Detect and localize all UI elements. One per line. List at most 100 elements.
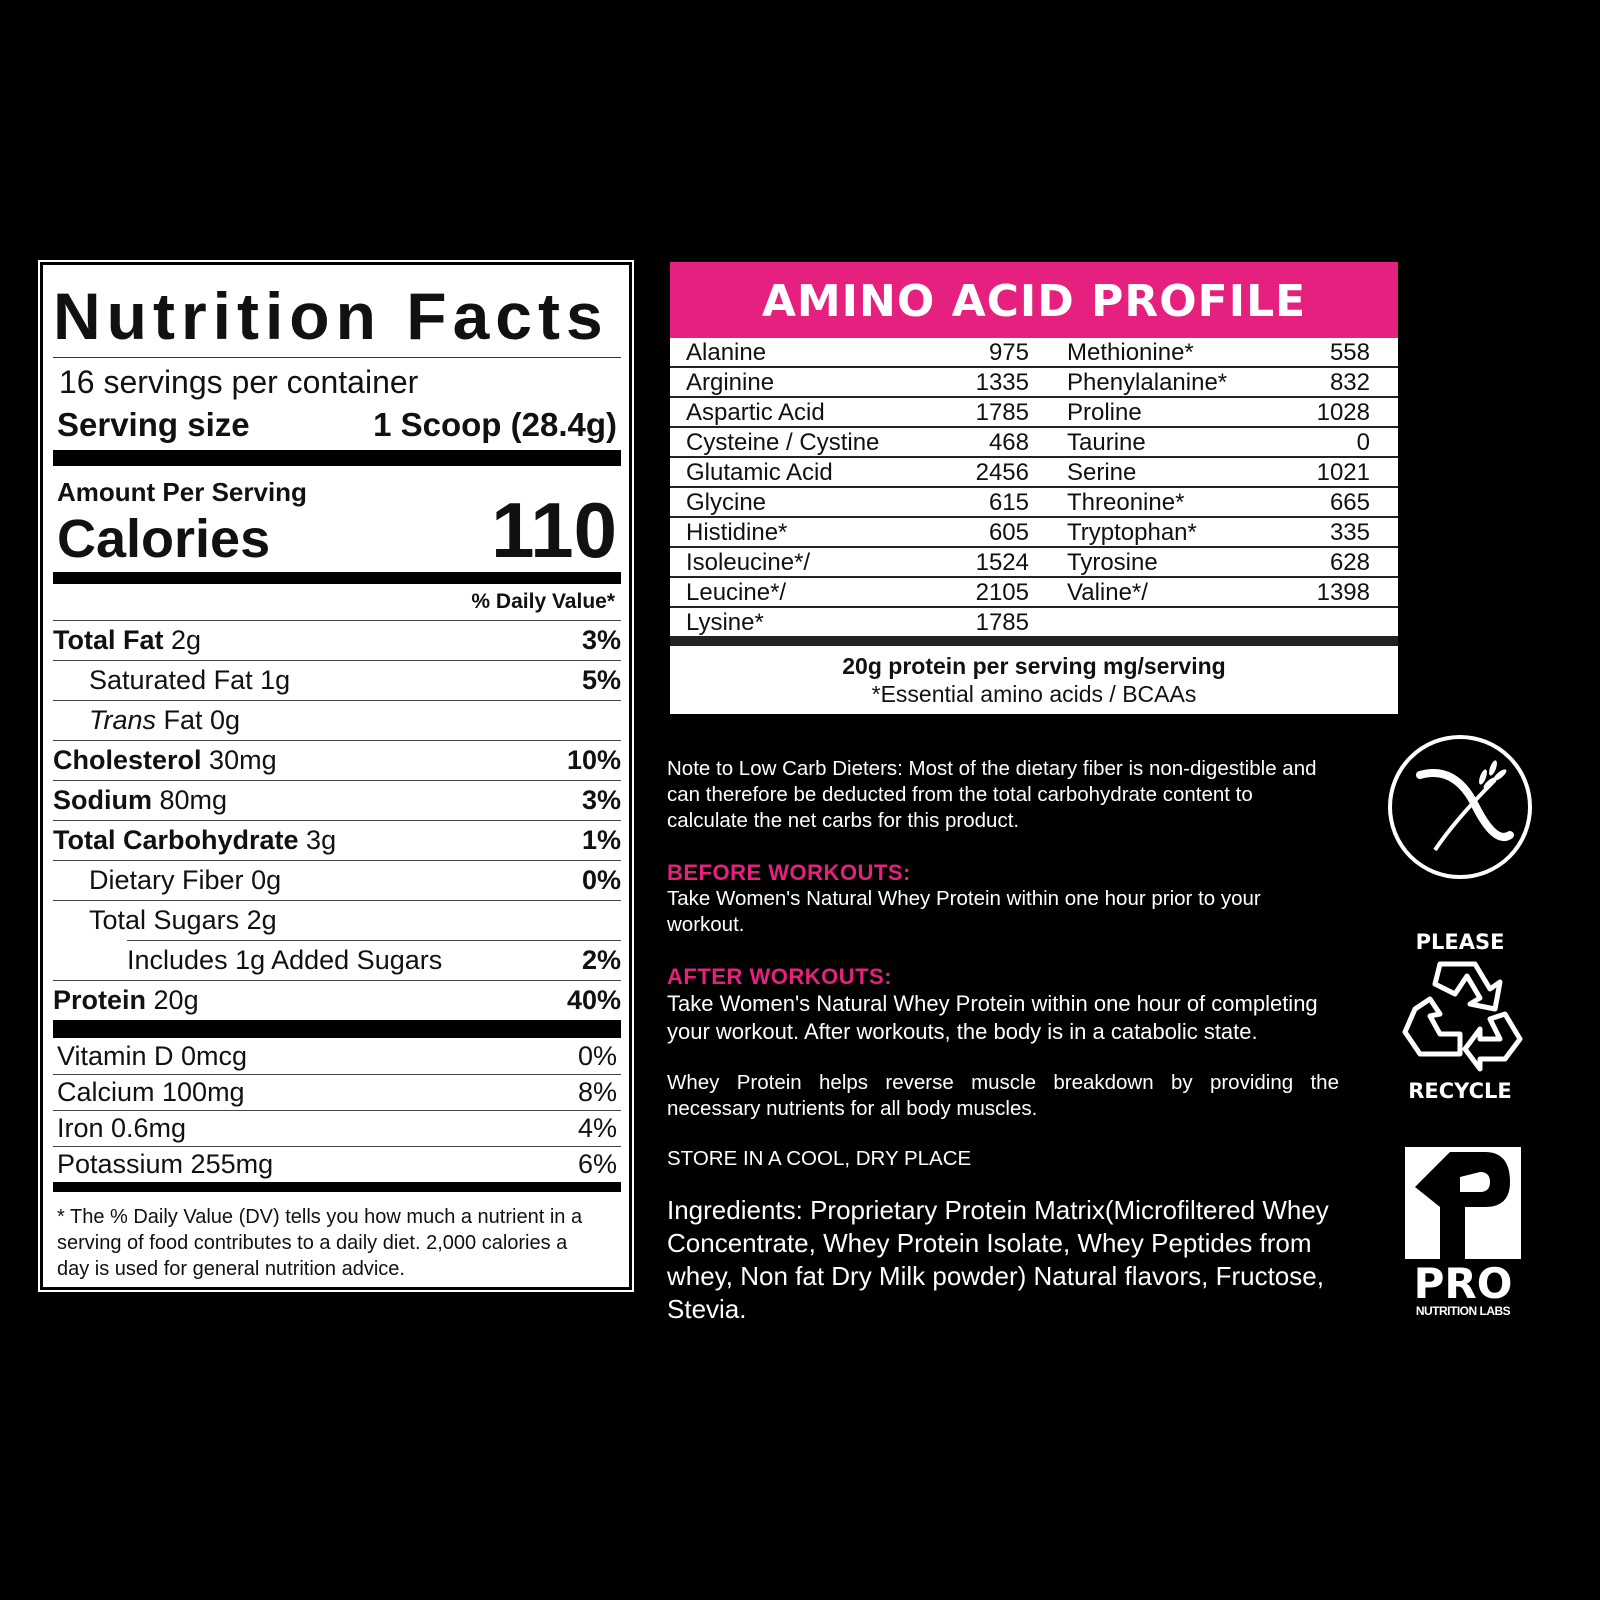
nutrient-amount: 2g [171, 625, 202, 655]
brand-name: PRO [1413, 1259, 1513, 1308]
amino-name [1035, 608, 1250, 636]
amino-value: 628 [1329, 549, 1370, 576]
amino-value: 605 [988, 519, 1029, 546]
nutrient-dv: 1% [581, 825, 621, 855]
calories-block: Amount Per Serving Calories 110 [53, 466, 621, 572]
nutrient-row: Cholesterol 30mg 10% [53, 740, 621, 780]
nutrient-amount: 2g [246, 905, 277, 935]
nutrient-name: Total Sugars [89, 905, 240, 935]
vitamin-label: Potassium 255mg [57, 1149, 274, 1179]
whey-note: Whey Protein helps reverse muscle breakd… [667, 1071, 1339, 1120]
nutrient-dv: 10% [566, 745, 621, 775]
amino-row: Glycine 615 Threonine* 665 [670, 488, 1398, 518]
nutrient-row: Protein 20g 40% [53, 980, 621, 1020]
nutrient-amount: 1g [260, 665, 291, 695]
vitamin-dv: 0% [577, 1040, 617, 1071]
amino-row: Glutamic Acid 2456 Serine 1021 [670, 458, 1398, 488]
recycle-icon [1402, 961, 1523, 1072]
before-workouts-title: BEFORE WORKOUTS: [667, 860, 911, 885]
nutrient-amount: 20g [153, 985, 199, 1015]
amino-name: Alanine [686, 339, 767, 366]
serving-size: Serving size 1 Scoop (28.4g) [53, 406, 621, 450]
nutrient-row: Total Carbohydrate 3g 1% [53, 820, 621, 860]
nutrient-dv: 3% [581, 625, 621, 655]
amino-row: Leucine*/ 2105 Valine*/ 1398 [670, 578, 1398, 608]
nutrient-row: Saturated Fat 1g 5% [53, 660, 621, 700]
nutrient-label: Sodium 80mg [53, 785, 227, 816]
nutrient-amount: 30mg [209, 745, 277, 775]
vitamin-row: Vitamin D 0mcg 0% [53, 1038, 621, 1074]
before-workouts-text: Take Women's Natural Whey Protein within… [667, 887, 1261, 936]
nutrition-title: Nutrition Facts [53, 279, 609, 353]
nutrient-amount: 0g [251, 865, 282, 895]
amino-name: Tyrosine [1067, 549, 1158, 576]
brand-sub: NUTRITION LABS [1415, 1304, 1511, 1318]
servings-per-container: 16 servings per container [59, 364, 419, 400]
nutrient-label: Total Fat 2g [53, 625, 201, 656]
amino-value: 1335 [975, 369, 1029, 396]
nutrient-label: Cholesterol 30mg [53, 745, 277, 776]
nutrient-row: Total Fat 2g 3% [53, 620, 621, 660]
amino-value: 1785 [975, 399, 1029, 426]
amino-value: 0 [1356, 429, 1370, 456]
nutrient-row: Includes 1g Added Sugars 2% [53, 940, 621, 980]
nutrient-name: Saturated Fat [89, 665, 253, 695]
amino-value: 615 [988, 489, 1029, 516]
nutrient-dv: 40% [566, 985, 621, 1015]
amino-value: 2105 [975, 579, 1029, 606]
amino-name: Tryptophan* [1067, 519, 1197, 546]
after-workouts-text: Take Women's Natural Whey Protein within… [667, 991, 1318, 1044]
amino-name: Isoleucine*/ [686, 549, 811, 576]
amino-name: Phenylalanine* [1067, 369, 1228, 396]
vitamin-dv: 6% [577, 1149, 617, 1179]
amino-row: Isoleucine*/ 1524 Tyrosine 628 [670, 548, 1398, 578]
ingredients: Ingredients: Proprietary Protein Matrix(… [667, 1195, 1329, 1324]
nutrient-label: Trans Fat 0g [89, 705, 240, 736]
nutrient-label: Protein 20g [53, 985, 199, 1016]
nutrition-facts-label: Nutrition Facts 16 servings per containe… [38, 260, 634, 1292]
amino-value: 1785 [975, 609, 1029, 636]
amino-value [1250, 608, 1398, 636]
low-carb-note: Note to Low Carb Dieters: Most of the di… [667, 757, 1317, 832]
dv-header: % Daily Value* [471, 590, 615, 613]
amino-name: Leucine*/ [686, 579, 787, 606]
calories-value: 110 [491, 486, 617, 574]
recycle-top-label: PLEASE [1415, 930, 1505, 954]
vitamin-row: Potassium 255mg 6% [53, 1146, 621, 1182]
nutrient-name: Total Fat [53, 625, 164, 655]
nutrient-name: Total Carbohydrate [53, 825, 299, 855]
amino-value: 558 [1329, 339, 1370, 366]
nutrient-label: Total Sugars 2g [89, 905, 277, 936]
nutrient-dv: 2% [581, 944, 621, 975]
amino-acid-profile: AMINO ACID PROFILE Alanine 975 Methionine*… [670, 262, 1398, 714]
amino-name: Lysine* [686, 609, 764, 636]
amino-value: 1398 [1316, 579, 1370, 606]
amino-name: Serine [1067, 459, 1137, 486]
nutrient-amount: 3g [306, 825, 337, 855]
serving-size-label: Serving size [57, 406, 250, 443]
nutrient-name: Includes 1g Added Sugars [127, 944, 443, 975]
nutrient-name: Sodium [53, 785, 152, 815]
nutrient-name: Trans [89, 705, 157, 735]
after-workouts-title: AFTER WORKOUTS: [667, 964, 893, 989]
amino-name: Glutamic Acid [686, 459, 833, 486]
nutrient-name: Dietary Fiber [89, 865, 244, 895]
nutrient-label: Total Carbohydrate 3g [53, 825, 336, 856]
amino-name: Taurine [1067, 429, 1146, 456]
amino-value: 832 [1329, 369, 1370, 396]
nutrient-label: Dietary Fiber 0g [89, 865, 281, 896]
amount-per-serving: Amount Per Serving [57, 477, 307, 507]
amino-footer-note: *Essential amino acids / BCAAs [871, 681, 1197, 707]
amino-name: Histidine* [686, 519, 788, 546]
amino-name: Arginine [686, 369, 775, 396]
amino-value: 335 [1329, 519, 1370, 546]
amino-row: Histidine* 605 Tryptophan* 335 [670, 518, 1398, 548]
nutrient-name: Protein [53, 985, 147, 1015]
nutrient-amount: Fat 0g [163, 705, 241, 735]
vitamin-row: Calcium 100mg 8% [53, 1074, 621, 1110]
amino-name: Aspartic Acid [686, 399, 825, 426]
amino-value: 1028 [1316, 399, 1370, 426]
amino-value: 975 [988, 339, 1029, 366]
nutrient-row: Trans Fat 0g [53, 700, 621, 740]
amino-row: Alanine 975 Methionine* 558 [670, 338, 1398, 368]
